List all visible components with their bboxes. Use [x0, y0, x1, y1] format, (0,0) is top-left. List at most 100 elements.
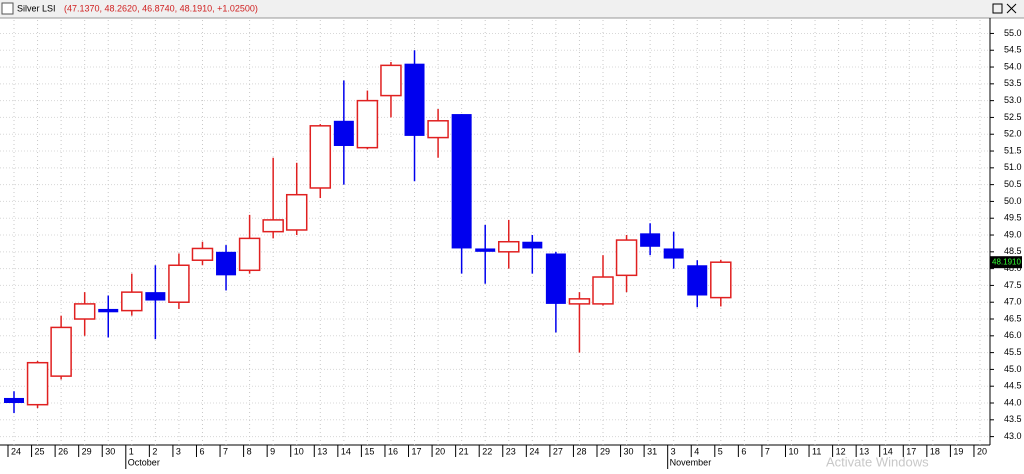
x-tick-label: 6 — [199, 446, 204, 456]
x-tick-label: 4 — [694, 446, 699, 456]
x-tick-label: 31 — [647, 446, 657, 456]
candle-body — [333, 120, 354, 146]
x-tick-label: 12 — [836, 446, 846, 456]
x-tick-label: 10 — [294, 446, 304, 456]
watermark: Activate Windows — [826, 454, 929, 469]
x-tick-label: 7 — [765, 446, 770, 456]
x-tick-label: 20 — [435, 446, 445, 456]
candle-body — [216, 251, 237, 276]
y-tick-label: 50.0 — [1004, 196, 1022, 206]
x-tick-label: 24 — [529, 446, 539, 456]
window-icon — [1, 2, 14, 15]
title-bar — [0, 0, 1024, 18]
x-tick-label: 29 — [600, 446, 610, 456]
x-tick-label: 27 — [553, 446, 563, 456]
x-tick-label: 8 — [247, 446, 252, 456]
candle-body — [73, 303, 96, 320]
candle-body — [168, 264, 190, 303]
title-values: (47.1370, 48.2620, 46.8740, 48.1910, +1.… — [64, 3, 258, 13]
y-tick-label: 49.5 — [1004, 213, 1022, 223]
y-tick-label: 46.5 — [1004, 313, 1022, 323]
x-tick-label: 24 — [11, 446, 21, 456]
x-tick-label: 29 — [82, 446, 92, 456]
y-tick-label: 43.0 — [1004, 431, 1022, 441]
y-tick-label: 45.0 — [1004, 364, 1022, 374]
candle-body — [145, 292, 166, 301]
candle-body — [238, 237, 261, 272]
y-tick-label: 49.0 — [1004, 229, 1022, 239]
x-tick-label: 23 — [506, 446, 516, 456]
candle-body — [262, 219, 284, 233]
x-tick-label: 17 — [412, 446, 422, 456]
candle-body — [309, 125, 332, 189]
x-tick-label: 26 — [58, 446, 68, 456]
candle-body — [640, 233, 661, 247]
x-tick-label: 19 — [953, 446, 963, 456]
y-tick-label: 46.0 — [1004, 330, 1022, 340]
x-tick-label: 10 — [788, 446, 798, 456]
candle-body — [191, 247, 214, 261]
last-price-label: 48.1910 — [992, 257, 1021, 266]
candle-body — [50, 326, 72, 377]
candle-body — [26, 361, 49, 406]
y-tick-label: 52.5 — [1004, 112, 1022, 122]
close-button[interactable] — [1006, 3, 1017, 14]
x-tick-label: 30 — [105, 446, 115, 456]
y-tick-label: 43.5 — [1004, 414, 1022, 424]
x-tick-label: 3 — [176, 446, 181, 456]
x-tick-label: 22 — [482, 446, 492, 456]
x-tick-label: 14 — [883, 446, 893, 456]
candle-body — [404, 63, 425, 136]
x-tick-label: 21 — [459, 446, 469, 456]
candle-body — [451, 114, 472, 249]
x-tick-label: 17 — [906, 446, 916, 456]
candle-body — [498, 240, 520, 253]
y-tick-label: 53.0 — [1004, 95, 1022, 105]
x-tick-label: 16 — [388, 446, 398, 456]
x-tick-label: 15 — [364, 446, 374, 456]
y-tick-label: 44.5 — [1004, 381, 1022, 391]
y-tick-label: 48.5 — [1004, 246, 1022, 256]
y-tick-label: 47.5 — [1004, 280, 1022, 290]
x-tick-label: 5 — [718, 446, 723, 456]
x-tick-label: 2 — [152, 446, 157, 456]
candle-body — [98, 308, 119, 313]
y-tick-label: 51.5 — [1004, 145, 1022, 155]
x-tick-label: 1 — [129, 446, 134, 456]
candle-body — [380, 64, 402, 97]
candle-body — [687, 265, 708, 296]
x-tick-label: 14 — [341, 446, 351, 456]
candle-body — [475, 248, 496, 252]
candle-body — [545, 253, 566, 304]
month-label: November — [670, 457, 712, 467]
y-tick-label: 54.5 — [1004, 45, 1022, 55]
y-tick-label: 50.5 — [1004, 179, 1022, 189]
y-tick-label: 51.0 — [1004, 162, 1022, 172]
x-tick-label: 28 — [576, 446, 586, 456]
x-tick-label: 9 — [270, 446, 275, 456]
candle-body — [427, 120, 449, 139]
x-tick-label: 25 — [35, 446, 45, 456]
last-price-box — [990, 256, 1022, 269]
restore-button[interactable] — [992, 3, 1003, 14]
y-tick-label: 55.0 — [1004, 28, 1022, 38]
candle-body — [4, 397, 24, 404]
x-tick-label: 13 — [859, 446, 869, 456]
candle-body — [285, 193, 308, 231]
chart-title: Silver LSI — [17, 3, 56, 13]
y-tick-label: 53.5 — [1004, 78, 1022, 88]
month-label: October — [128, 457, 160, 467]
x-tick-label: 11 — [812, 446, 821, 456]
candle-body — [663, 248, 684, 259]
candle-body — [592, 276, 614, 305]
candle-body — [522, 241, 543, 249]
y-tick-label: 47.0 — [1004, 297, 1022, 307]
candle-body — [121, 291, 143, 312]
y-tick-label: 52.0 — [1004, 129, 1022, 139]
x-tick-label: 6 — [741, 446, 746, 456]
y-tick-label: 45.5 — [1004, 347, 1022, 357]
x-tick-label: 18 — [930, 446, 940, 456]
x-tick-label: 30 — [624, 446, 634, 456]
